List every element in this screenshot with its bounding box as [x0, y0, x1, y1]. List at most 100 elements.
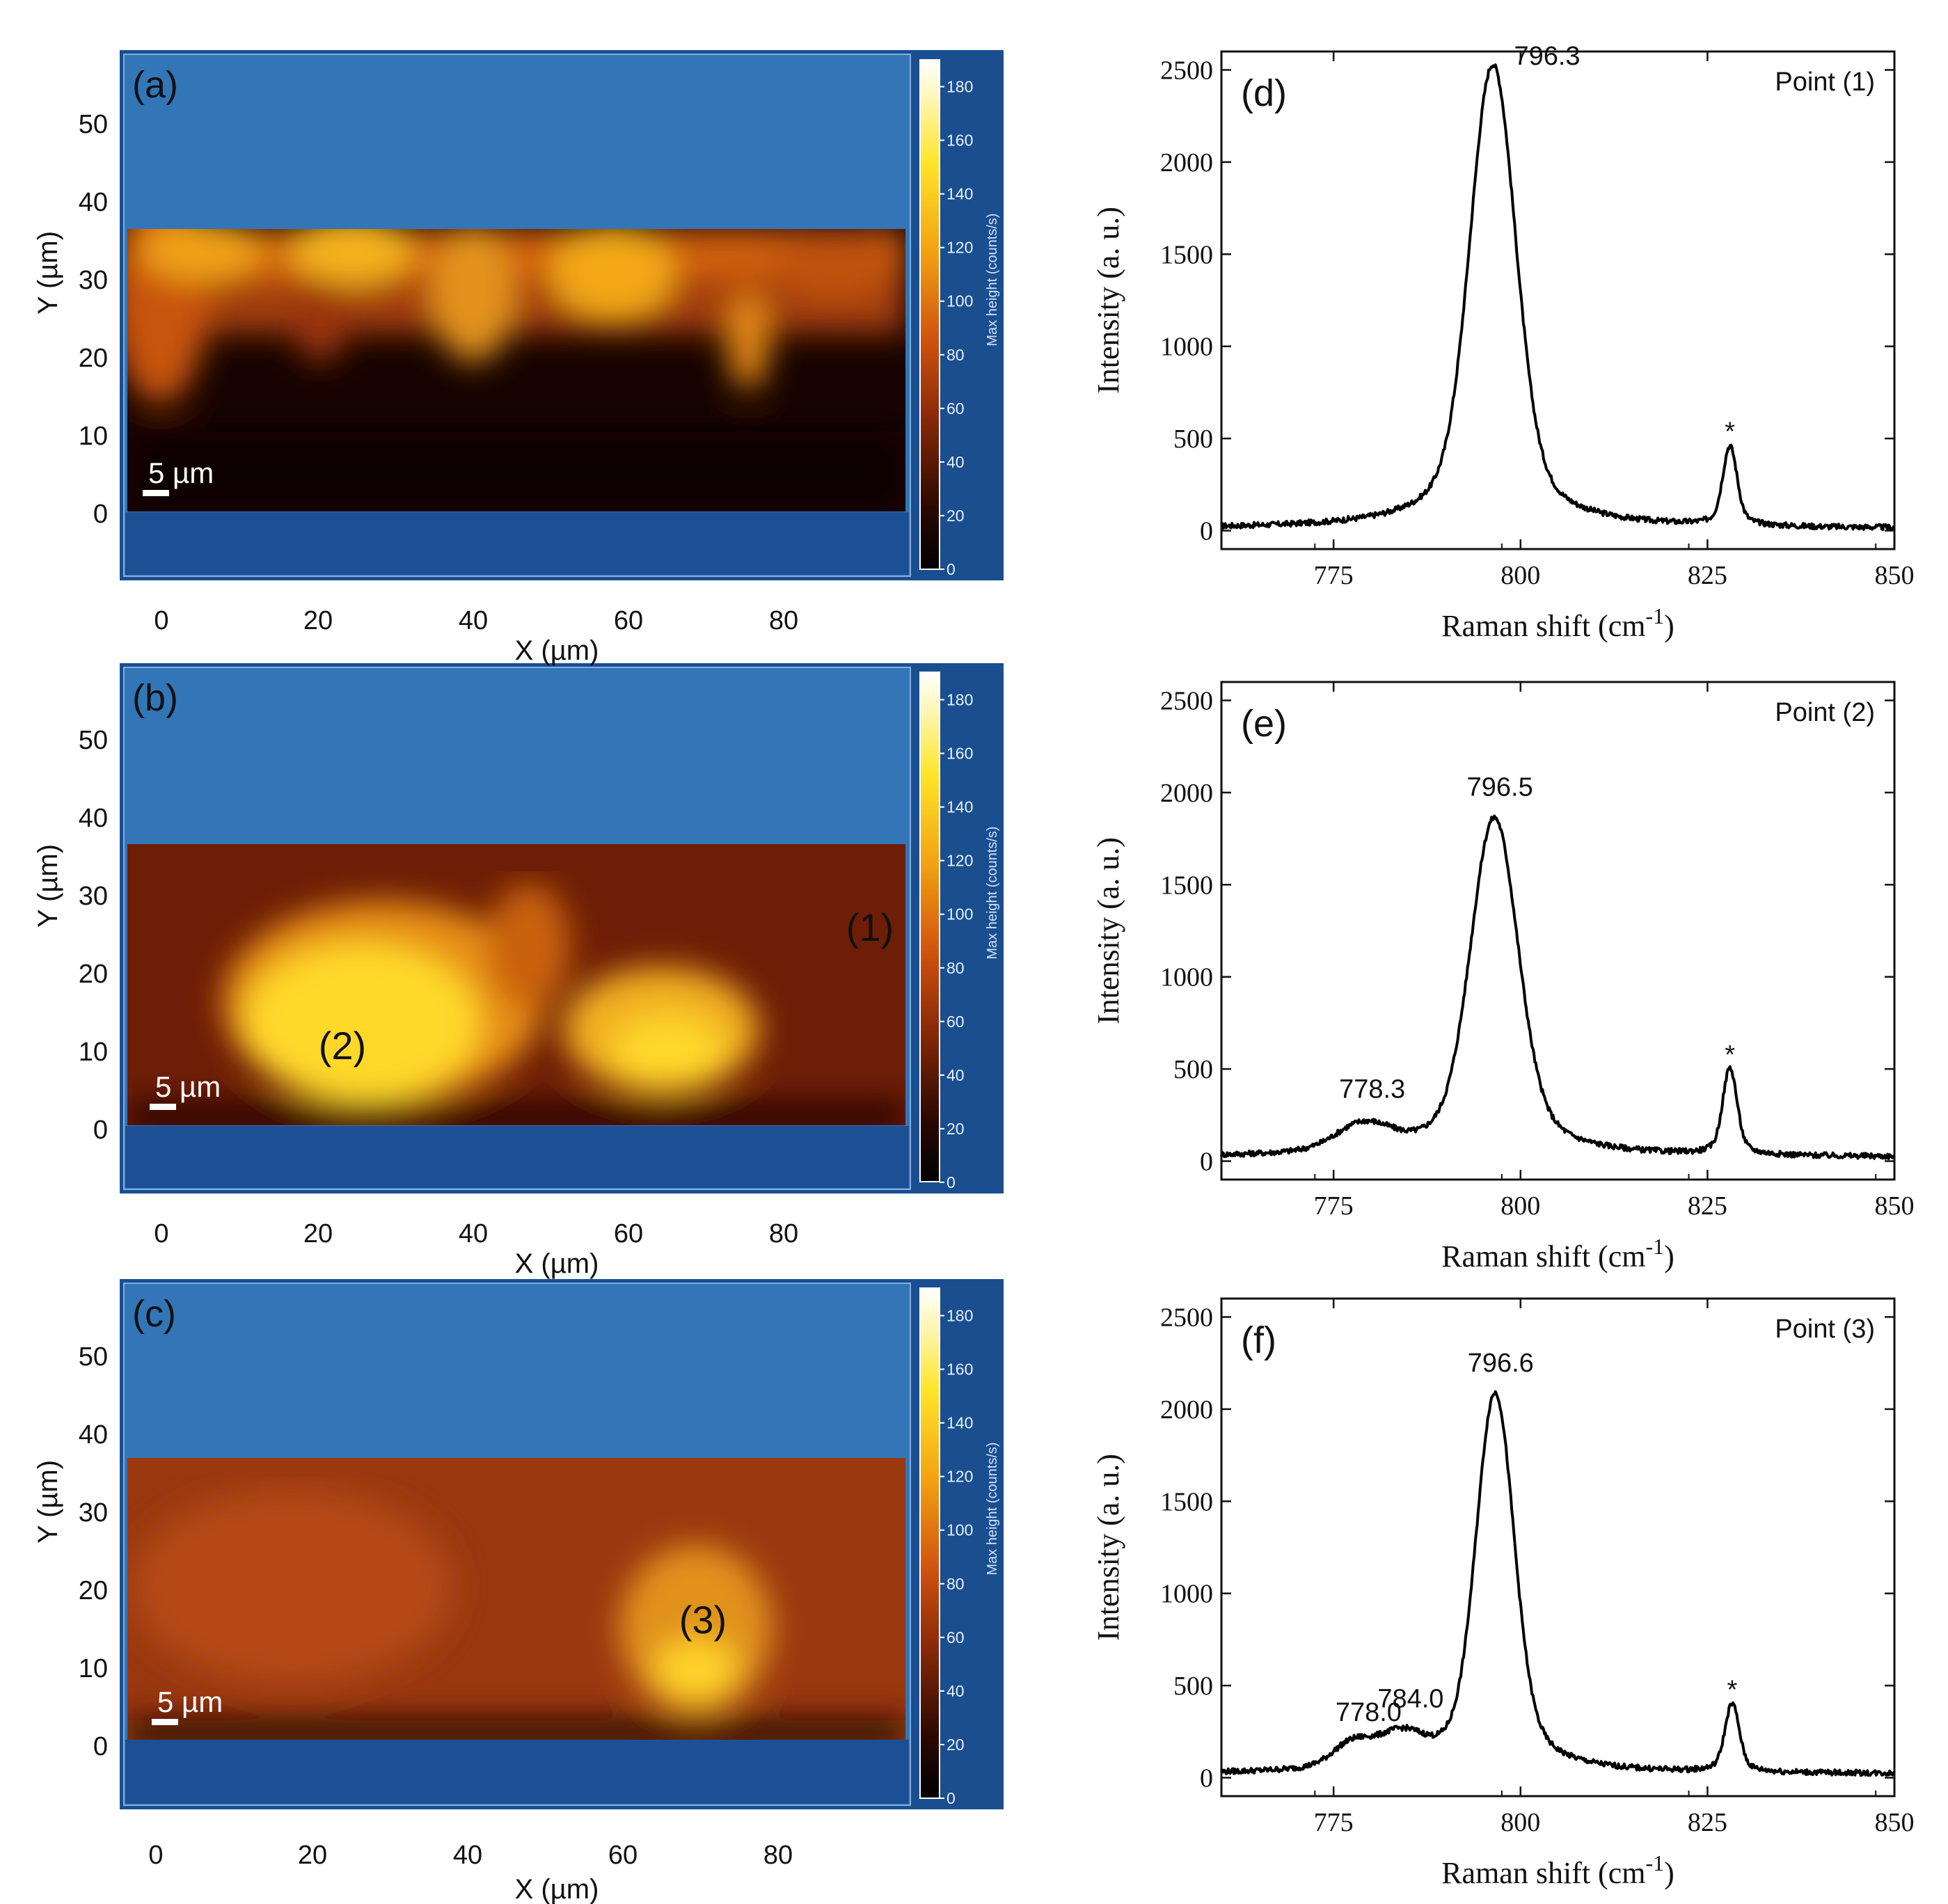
colorbar-b: [919, 672, 940, 1182]
colorbar-tick-label: 180: [947, 78, 973, 96]
map-y-axis-label: Y (µm): [33, 231, 63, 315]
map-x-axis-label: X (µm): [515, 1248, 599, 1279]
map-x-tick-label: 40: [453, 1841, 482, 1870]
colorbar-tick-label: 100: [947, 292, 973, 310]
y-axis-label: Intensity (a. u.): [1091, 1454, 1125, 1641]
spectrum-line: [1220, 814, 1896, 1160]
asterisk-peak-marker: *: [1725, 418, 1735, 447]
map-x-tick-label: 80: [769, 606, 798, 635]
colorbar-tick-label: 180: [947, 691, 973, 709]
peak-label: 796.3: [1514, 42, 1580, 71]
map-panel-c: [120, 1279, 1004, 1809]
heatmap-a: [127, 229, 905, 511]
map-x-tick-label: 80: [763, 1841, 793, 1870]
scale-bar: [150, 1104, 176, 1110]
map-y-tick-label: 40: [79, 188, 108, 217]
colorbar-tick-label: 160: [947, 1360, 973, 1379]
map-x-tick-label: 80: [769, 1219, 798, 1248]
spectrum-axes-frame: [1220, 50, 1896, 550]
map-y-tick-label: 50: [79, 110, 108, 139]
point-marker-label: (3): [679, 1598, 727, 1642]
spectrum-content-d: 775 800 825 850 0 500 1000 1500 2000 2500 Raman sh…: [1091, 42, 1915, 643]
asterisk-peak-marker: *: [1727, 1676, 1737, 1705]
x-tick-label: 800: [1500, 561, 1540, 590]
point-marker-label: (1): [846, 905, 894, 949]
asterisk-peak-marker: *: [1725, 1040, 1735, 1070]
map-y-tick-label: 40: [79, 1420, 108, 1450]
colorbar-label: Max height (counts/s): [985, 213, 1000, 346]
map-y-tick-label: 20: [79, 960, 108, 989]
y-tick-label: 2000: [1160, 1395, 1213, 1425]
map-x-axis-label: X (µm): [515, 635, 599, 666]
y-tick-label: 2500: [1160, 686, 1213, 715]
map-x-tick-label: 60: [614, 1219, 643, 1248]
map-x-tick-label: 0: [154, 606, 168, 635]
spectrum-panel-d: [1220, 50, 1896, 550]
colorbar-label: Max height (counts/s): [985, 826, 1000, 959]
x-tick-label: 825: [1688, 1191, 1727, 1221]
colorbar-tick-label: 140: [947, 798, 973, 816]
colorbar-label: Max height (counts/s): [985, 1442, 1000, 1575]
colorbar-tick-label: 80: [947, 959, 965, 977]
colorbar-tick-label: 0: [947, 1173, 956, 1191]
spectrum-title: Point (3): [1775, 1315, 1875, 1344]
panel-label: (b): [132, 677, 178, 719]
map-y-tick-label: 0: [93, 500, 108, 529]
map-y-axis-label: Y (µm): [33, 844, 63, 928]
peak-label: 796.6: [1468, 1349, 1534, 1378]
y-tick-label: 0: [1200, 517, 1213, 546]
map-y-tick-label: 10: [79, 1654, 108, 1683]
x-tick-label: 850: [1875, 1191, 1915, 1221]
map-bottom-band: [125, 512, 909, 575]
y-tick-label: 500: [1173, 425, 1213, 454]
spectrum-panel-e: [1220, 681, 1896, 1181]
colorbar-a: [919, 59, 940, 570]
colorbar-tick-label: 120: [947, 1468, 973, 1486]
colorbar-tick-label: 20: [947, 507, 965, 525]
scale-bar-label: 5 µm: [155, 1070, 221, 1103]
colorbar-tick-label: 160: [947, 745, 973, 763]
y-tick-label: 500: [1173, 1672, 1213, 1701]
map-y-tick-label: 20: [79, 1576, 108, 1605]
map-panel-a: [120, 50, 1004, 580]
y-tick-label: 1500: [1160, 871, 1213, 900]
map-x-tick-label: 60: [614, 606, 643, 635]
map-y-tick-label: 30: [79, 1498, 108, 1528]
panel-label: (e): [1241, 703, 1287, 745]
colorbar-c: [919, 1287, 940, 1799]
scale-bar-label: 5 µm: [148, 457, 214, 489]
spectrum-axes-frame: [1220, 1297, 1896, 1798]
x-tick-label: 825: [1688, 1808, 1727, 1837]
colorbar-gradient: [919, 1287, 940, 1799]
map-x-tick-label: 0: [154, 1219, 168, 1248]
y-tick-label: 2000: [1160, 148, 1213, 177]
map-bottom-band: [125, 1740, 909, 1804]
x-tick-label: 775: [1314, 1191, 1354, 1221]
colorbar-tick-label: 0: [947, 560, 956, 578]
map-y-tick-label: 30: [79, 882, 108, 911]
x-tick-label: 850: [1875, 1808, 1915, 1837]
y-tick-label: 1500: [1160, 1487, 1213, 1516]
y-tick-label: 2500: [1160, 1303, 1213, 1332]
colorbar-tick-label: 140: [947, 1414, 973, 1432]
map-x-tick-label: 20: [303, 606, 333, 635]
map-y-tick-label: 10: [79, 1038, 108, 1067]
panel-label: (f): [1241, 1319, 1276, 1361]
map-x-tick-label: 20: [298, 1841, 327, 1870]
heatmap-c: [127, 1458, 905, 1740]
colorbar-tick-label: 140: [947, 185, 973, 203]
map-panel-b: [120, 663, 1004, 1193]
spectrum-line: [1221, 63, 1895, 532]
map-y-tick-label: 20: [79, 344, 108, 373]
map-y-tick-label: 0: [93, 1732, 108, 1761]
spectrum-content-f: 775 800 825 850 0 500 1000 1500 2000 2500 Raman sh…: [1091, 1299, 1915, 1890]
spectrum-title: Point (1): [1775, 68, 1875, 97]
scale-bar: [143, 490, 169, 496]
spectrum-title: Point (2): [1775, 698, 1875, 727]
y-tick-label: 1000: [1160, 1580, 1213, 1609]
x-axis-label: Raman shift (cm-1): [1441, 1234, 1674, 1274]
